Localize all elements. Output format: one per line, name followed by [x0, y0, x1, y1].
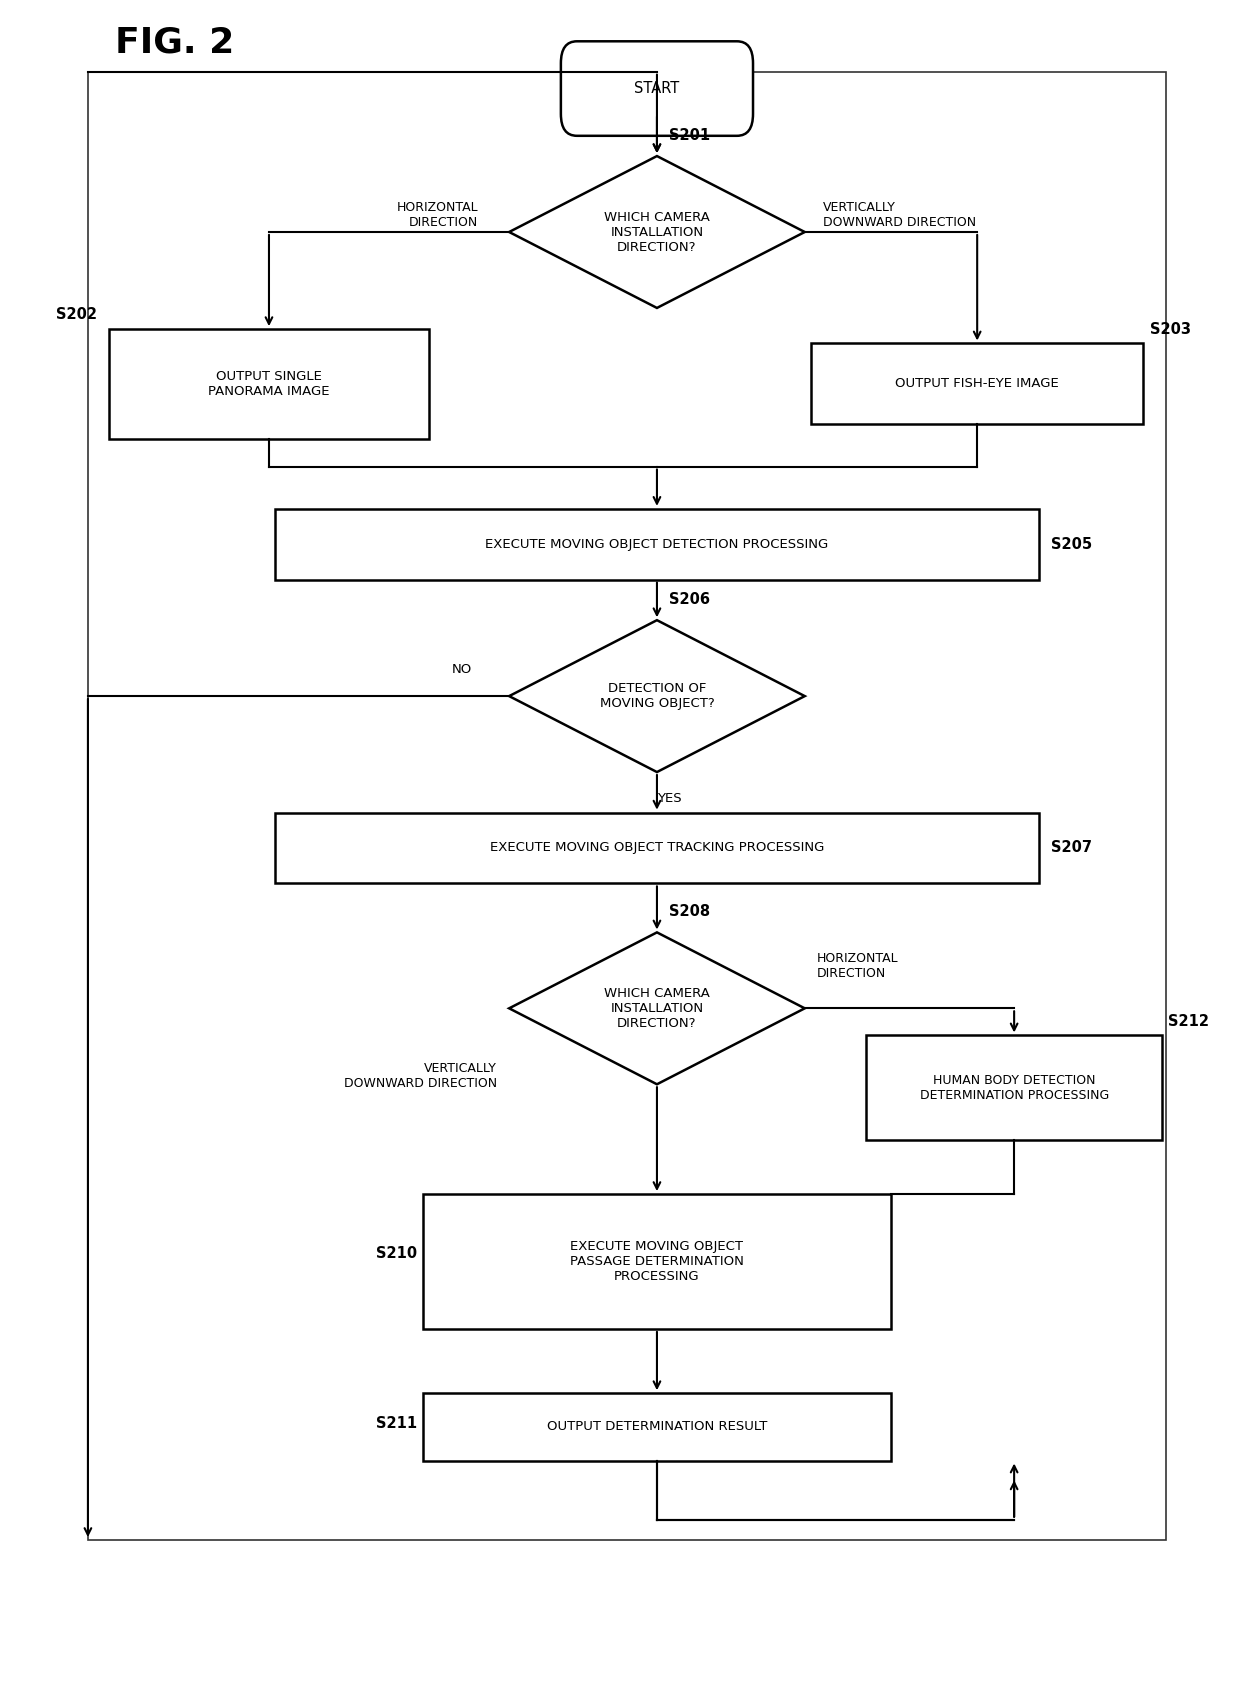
Bar: [275, 812, 1039, 884]
Text: WHICH CAMERA
INSTALLATION
DIRECTION?: WHICH CAMERA INSTALLATION DIRECTION?: [604, 987, 709, 1029]
Polygon shape: [510, 156, 805, 309]
Bar: [867, 1035, 1162, 1140]
Bar: [88, 71, 1166, 1540]
Text: NO: NO: [451, 663, 472, 677]
Text: HUMAN BODY DETECTION
DETERMINATION PROCESSING: HUMAN BODY DETECTION DETERMINATION PROCE…: [920, 1074, 1109, 1102]
Text: S203: S203: [1149, 322, 1190, 336]
FancyBboxPatch shape: [560, 41, 753, 136]
Text: OUTPUT DETERMINATION RESULT: OUTPUT DETERMINATION RESULT: [547, 1420, 768, 1433]
Polygon shape: [510, 621, 805, 772]
Text: FIG. 2: FIG. 2: [115, 25, 234, 59]
Text: HORIZONTAL
DIRECTION: HORIZONTAL DIRECTION: [397, 202, 479, 229]
Text: S202: S202: [56, 307, 97, 322]
Bar: [811, 343, 1143, 424]
Text: DETECTION OF
MOVING OBJECT?: DETECTION OF MOVING OBJECT?: [600, 682, 714, 711]
Bar: [275, 509, 1039, 580]
Text: YES: YES: [657, 792, 682, 806]
Text: EXECUTE MOVING OBJECT DETECTION PROCESSING: EXECUTE MOVING OBJECT DETECTION PROCESSI…: [485, 538, 828, 551]
Text: WHICH CAMERA
INSTALLATION
DIRECTION?: WHICH CAMERA INSTALLATION DIRECTION?: [604, 210, 709, 253]
Bar: [423, 1194, 892, 1330]
Text: VERTICALLY
DOWNWARD DIRECTION: VERTICALLY DOWNWARD DIRECTION: [823, 202, 976, 229]
Text: S207: S207: [1052, 841, 1092, 855]
Text: S205: S205: [1052, 536, 1092, 551]
Text: S212: S212: [1168, 1014, 1209, 1028]
Text: S211: S211: [376, 1416, 417, 1431]
Text: HORIZONTAL
DIRECTION: HORIZONTAL DIRECTION: [817, 951, 899, 980]
Polygon shape: [510, 933, 805, 1084]
Text: OUTPUT FISH-EYE IMAGE: OUTPUT FISH-EYE IMAGE: [895, 378, 1059, 390]
Bar: [423, 1392, 892, 1460]
Text: EXECUTE MOVING OBJECT TRACKING PROCESSING: EXECUTE MOVING OBJECT TRACKING PROCESSIN…: [490, 841, 825, 855]
Text: S210: S210: [376, 1245, 417, 1260]
Text: OUTPUT SINGLE
PANORAMA IMAGE: OUTPUT SINGLE PANORAMA IMAGE: [208, 370, 330, 399]
Bar: [109, 329, 429, 439]
Text: VERTICALLY
DOWNWARD DIRECTION: VERTICALLY DOWNWARD DIRECTION: [343, 1062, 497, 1091]
Text: EXECUTE MOVING OBJECT
PASSAGE DETERMINATION
PROCESSING: EXECUTE MOVING OBJECT PASSAGE DETERMINAT…: [570, 1240, 744, 1282]
Text: START: START: [635, 81, 680, 97]
Text: S201: S201: [670, 127, 711, 142]
Text: S208: S208: [670, 904, 711, 919]
Text: S206: S206: [670, 592, 711, 607]
